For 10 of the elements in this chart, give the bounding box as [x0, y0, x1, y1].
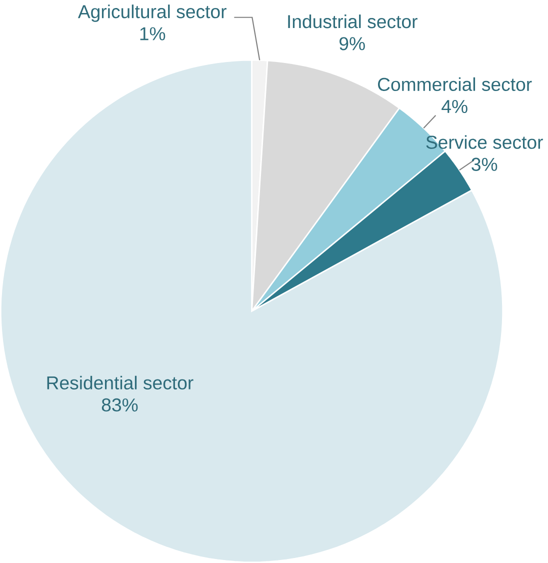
- slice-label: Service sector: [426, 135, 544, 149]
- data-label: 3%: [472, 158, 498, 171]
- data-label: 4%: [442, 100, 468, 113]
- data-label: 9%: [340, 37, 365, 50]
- slice-label: Residential sector: [47, 376, 194, 390]
- slice-label: Industrial sector: [288, 14, 418, 28]
- data-label: 1%: [140, 27, 166, 40]
- data-label: 83%: [102, 398, 138, 412]
- slice-label: Agricultural sector: [78, 4, 227, 22]
- slice-label: Commercial sector: [378, 77, 532, 92]
